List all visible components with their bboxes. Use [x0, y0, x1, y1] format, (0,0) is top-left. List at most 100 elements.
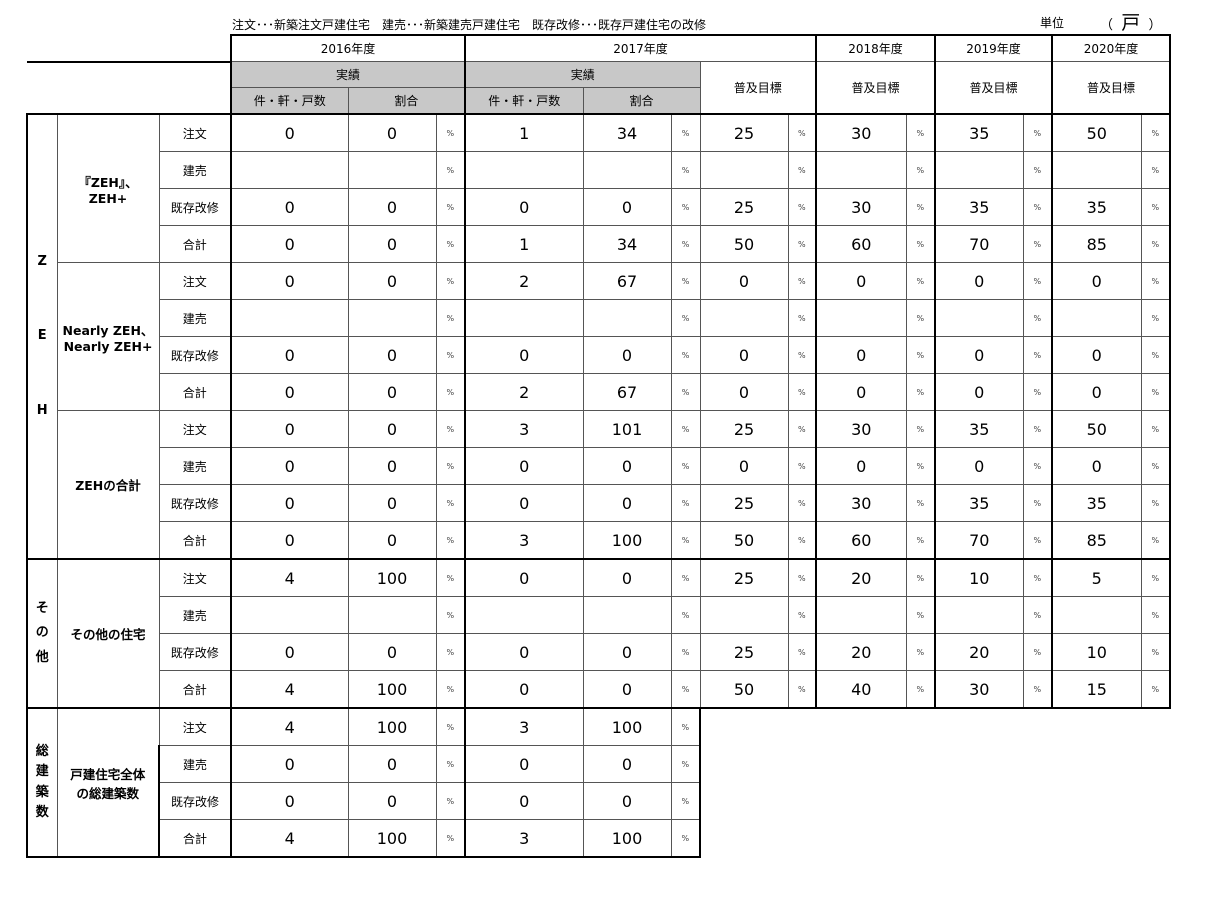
ratio-2017: 0	[582, 745, 672, 783]
percent-unit: %	[1022, 521, 1053, 560]
row-type: 合計	[158, 373, 232, 411]
row-type: 建売	[158, 596, 232, 634]
percent-unit: %	[670, 819, 701, 858]
percent-unit: %	[787, 151, 817, 189]
target-2018: 60	[815, 225, 907, 263]
percent-unit: %	[787, 670, 817, 709]
target-2020: 10	[1051, 633, 1142, 671]
group-label-char: 総	[35, 744, 49, 760]
percent-unit: %	[1140, 447, 1171, 485]
table-row: 建売%%%%%%	[27, 596, 1171, 634]
table-row: Z E H 『ZEH』、 ZEH+ 注文 0 0% 1 34% 25% 30% 35% 50%	[26, 113, 1171, 560]
percent-unit: %	[670, 262, 701, 300]
target-2020	[1051, 299, 1142, 337]
percent-unit: %	[670, 707, 701, 746]
count-2016: 0	[230, 484, 349, 522]
percent-unit: %	[1022, 447, 1053, 485]
percent-unit: %	[905, 262, 936, 300]
percent-unit: %	[670, 670, 701, 709]
target-2018: 30	[815, 188, 907, 226]
row-type: 既存改修	[158, 633, 232, 671]
ratio-2016: 0	[347, 745, 437, 783]
target-2017: 25	[699, 633, 789, 671]
target-2020	[1051, 596, 1142, 634]
percent-unit: %	[1022, 410, 1053, 448]
count-2017: 2	[464, 262, 584, 300]
ratio-2017: 100	[582, 819, 672, 858]
percent-unit: %	[905, 596, 936, 634]
percent-unit: %	[435, 596, 466, 634]
subgroup-label: Nearly ZEH、 Nearly ZEH+	[56, 262, 160, 411]
group-label-char: 他	[35, 649, 49, 665]
table-row: 総建築数戸建住宅全体 の総建築数 注文 4 100% 3 100%	[26, 707, 1170, 858]
ratio-2017: 0	[582, 336, 672, 374]
table-header: 2016年度 2017年度 2018年度 2019年度 2020年度 実績 実績…	[27, 34, 1171, 115]
table-row: 合計 4 100% 3 100%	[27, 819, 1170, 858]
count-2016: 0	[230, 225, 349, 263]
ratio-2017: 0	[582, 670, 672, 709]
count-2016	[230, 299, 349, 337]
percent-unit: %	[435, 188, 466, 226]
ratio-2016: 100	[347, 819, 437, 858]
percent-unit: %	[670, 225, 701, 263]
count-2016: 0	[230, 262, 349, 300]
row-type: 注文	[158, 707, 232, 746]
ratio-2016: 0	[347, 262, 437, 300]
count-2016: 0	[230, 373, 349, 411]
percent-unit: %	[1022, 113, 1053, 152]
ratio-2016: 0	[347, 336, 437, 374]
target-2017: 50	[699, 225, 789, 263]
target-2018: 30	[815, 113, 907, 152]
ratio-2016	[347, 299, 437, 337]
row-type: 注文	[158, 410, 232, 448]
target-2018: 0	[815, 373, 907, 411]
target-2017: 0	[699, 447, 789, 485]
percent-unit: %	[1022, 225, 1053, 263]
target-2017: 25	[699, 113, 789, 152]
count-2017: 0	[464, 447, 584, 485]
percent-unit: %	[905, 410, 936, 448]
percent-unit: %	[435, 299, 466, 337]
target-2020: 15	[1051, 670, 1142, 709]
count-2016	[230, 151, 349, 189]
ratio-2017: 0	[582, 484, 672, 522]
percent-unit: %	[787, 596, 817, 634]
percent-unit: %	[435, 225, 466, 263]
ratio-2017: 0	[582, 558, 672, 597]
ratio-2016: 100	[347, 707, 437, 746]
group-label: その他	[26, 558, 58, 709]
group-label-char: そ	[35, 601, 49, 617]
count-2016: 0	[230, 336, 349, 374]
count-2017: 件・軒・戸数	[464, 87, 584, 115]
header-blank	[27, 62, 231, 88]
ratio-2016	[347, 596, 437, 634]
percent-unit: %	[1022, 188, 1053, 226]
percent-unit: %	[787, 633, 817, 671]
percent-unit: %	[435, 262, 466, 300]
percent-unit: %	[435, 484, 466, 522]
target-2020: 5	[1051, 558, 1142, 597]
target-2019: 0	[934, 262, 1024, 300]
row-type: 注文	[158, 262, 232, 300]
table-row: 建売%%%%%%	[27, 151, 1171, 189]
percent-unit: %	[435, 707, 466, 746]
count-2016: 0	[230, 745, 349, 783]
percent-unit: %	[1022, 670, 1053, 709]
percent-unit: %	[670, 447, 701, 485]
count-2016: 件・軒・戸数	[230, 87, 349, 115]
target-2020	[1051, 151, 1142, 189]
table-row: 建売 0 0% 0 0% 0% 0% 0% 0%	[27, 447, 1171, 485]
ratio-2016: 0	[347, 188, 437, 226]
percent-unit: %	[1140, 151, 1171, 189]
count-2017: 2	[464, 373, 584, 411]
percent-unit: %	[1140, 596, 1171, 634]
percent-unit: %	[905, 447, 936, 485]
ratio-2016	[347, 151, 437, 189]
percent-unit: %	[1022, 299, 1053, 337]
unit-value-text: 戸	[1121, 12, 1141, 34]
ratio-2016: 0	[347, 410, 437, 448]
table-row: 既存改修 0 0% 0 0% 25% 30% 35% 35%	[27, 188, 1171, 226]
target-2020: 0	[1051, 336, 1142, 374]
target-2018: 20	[815, 633, 907, 671]
header-blank	[27, 88, 231, 115]
